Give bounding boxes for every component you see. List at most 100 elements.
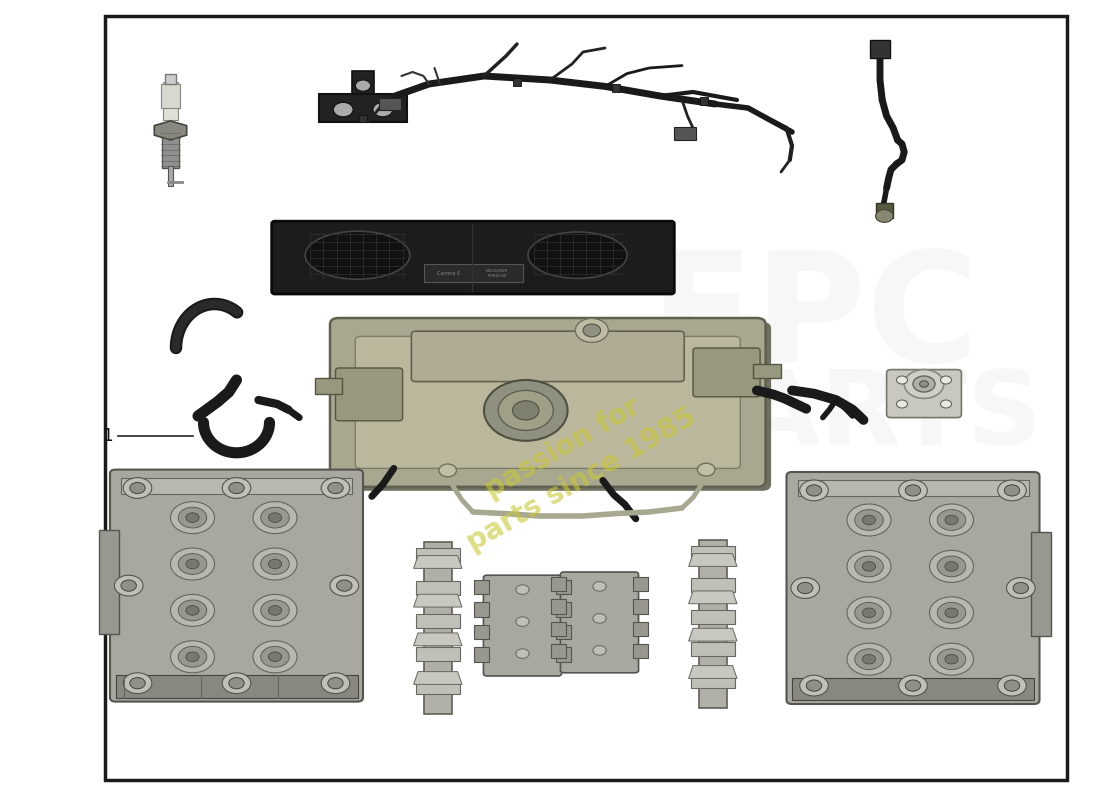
Circle shape (229, 482, 244, 494)
Bar (691, 578, 735, 592)
Polygon shape (414, 594, 462, 607)
Polygon shape (689, 591, 737, 604)
Bar (691, 546, 735, 560)
Circle shape (333, 102, 353, 117)
FancyBboxPatch shape (693, 348, 760, 397)
FancyBboxPatch shape (336, 368, 403, 421)
Circle shape (945, 515, 958, 525)
Circle shape (930, 550, 974, 582)
Circle shape (847, 550, 891, 582)
Bar (473, 580, 490, 594)
Circle shape (998, 480, 1026, 501)
Circle shape (930, 643, 974, 675)
Circle shape (1004, 680, 1020, 691)
FancyBboxPatch shape (110, 470, 363, 702)
Bar (792, 678, 1034, 700)
Circle shape (268, 606, 282, 615)
Bar (700, 97, 708, 105)
Ellipse shape (306, 231, 409, 279)
FancyBboxPatch shape (411, 331, 684, 382)
Circle shape (261, 554, 289, 574)
Circle shape (905, 485, 921, 496)
Circle shape (593, 582, 606, 591)
Circle shape (862, 562, 876, 571)
Bar (551, 577, 566, 591)
Bar (416, 680, 460, 694)
Bar (359, 115, 367, 122)
Circle shape (855, 649, 883, 670)
Circle shape (222, 478, 251, 498)
Bar (674, 127, 696, 140)
Circle shape (439, 464, 456, 477)
Text: 1: 1 (102, 427, 113, 445)
Bar (798, 480, 1028, 496)
Text: EPC: EPC (650, 246, 978, 394)
Circle shape (862, 608, 876, 618)
Circle shape (114, 575, 143, 596)
Text: passion for
parts since 1985: passion for parts since 1985 (443, 371, 701, 557)
Circle shape (876, 210, 893, 222)
Circle shape (593, 646, 606, 655)
Circle shape (1013, 582, 1028, 594)
Circle shape (178, 507, 207, 528)
Bar (473, 602, 490, 617)
Circle shape (913, 376, 935, 392)
Bar (870, 40, 890, 58)
Bar (116, 675, 358, 698)
Bar (416, 581, 460, 595)
Circle shape (373, 102, 393, 117)
Circle shape (222, 673, 251, 694)
Circle shape (330, 575, 359, 596)
Bar (551, 599, 566, 614)
Circle shape (575, 318, 608, 342)
Text: EXCLUSIVE
PORSCHE: EXCLUSIVE PORSCHE (486, 270, 508, 278)
Circle shape (170, 548, 214, 580)
Bar (424, 264, 522, 282)
Circle shape (498, 390, 553, 430)
Circle shape (261, 507, 289, 528)
Bar (556, 625, 572, 639)
Circle shape (847, 597, 891, 629)
Bar (556, 647, 572, 662)
Circle shape (268, 513, 282, 522)
FancyBboxPatch shape (786, 472, 1040, 704)
Circle shape (583, 324, 601, 337)
Circle shape (1006, 578, 1035, 598)
Bar (168, 166, 173, 186)
Circle shape (896, 400, 907, 408)
FancyBboxPatch shape (355, 336, 740, 469)
Circle shape (170, 594, 214, 626)
Bar (416, 547, 460, 562)
Bar (352, 71, 374, 94)
Circle shape (516, 585, 529, 594)
Circle shape (855, 556, 883, 577)
Circle shape (186, 559, 199, 569)
Circle shape (798, 582, 813, 594)
Circle shape (186, 652, 199, 662)
FancyBboxPatch shape (336, 322, 771, 490)
Circle shape (321, 478, 350, 498)
Bar (634, 622, 649, 636)
Circle shape (940, 376, 952, 384)
Circle shape (229, 678, 244, 689)
Circle shape (930, 504, 974, 536)
Bar (551, 644, 566, 658)
Circle shape (178, 554, 207, 574)
Circle shape (930, 597, 974, 629)
Circle shape (253, 594, 297, 626)
Circle shape (328, 482, 343, 494)
Circle shape (178, 600, 207, 621)
Bar (556, 602, 572, 617)
Circle shape (937, 649, 966, 670)
Bar (163, 82, 178, 120)
Circle shape (896, 376, 907, 384)
Circle shape (697, 463, 715, 476)
Polygon shape (414, 555, 462, 568)
Circle shape (123, 478, 152, 498)
Bar (161, 84, 180, 108)
Polygon shape (689, 554, 737, 566)
Circle shape (253, 548, 297, 580)
Circle shape (899, 480, 927, 501)
Bar (551, 622, 566, 636)
Circle shape (484, 380, 568, 441)
